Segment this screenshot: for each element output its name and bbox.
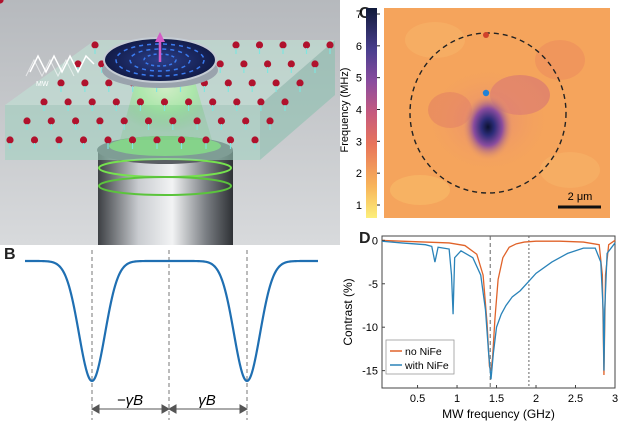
nv-center bbox=[6, 136, 14, 144]
series-line-no-nife bbox=[381, 239, 616, 375]
legend-entry: no NiFe bbox=[405, 346, 442, 358]
nv-center bbox=[104, 136, 112, 144]
series-line-with-nife bbox=[381, 240, 616, 380]
nv-center bbox=[232, 41, 240, 49]
nv-center bbox=[272, 79, 280, 87]
panel-d-chart: 0.5 1 1.5 2 2.5 3 0 -5 -10 -15 MW frequency (GHz… bbox=[341, 235, 618, 421]
colorbar-tick-label: 1 bbox=[356, 200, 362, 212]
nv-center bbox=[47, 117, 55, 125]
colorbar-tick-label: 2 bbox=[356, 168, 362, 180]
x-tick-label: 1.5 bbox=[489, 393, 504, 405]
nv-center bbox=[55, 136, 63, 144]
nv-center bbox=[72, 117, 80, 125]
nv-lattice bbox=[0, 0, 4, 4]
x-tick-label: 2.5 bbox=[568, 393, 583, 405]
red-dot bbox=[483, 32, 489, 38]
nv-center bbox=[177, 136, 186, 144]
nv-center bbox=[264, 60, 272, 68]
y-tick-label: 0 bbox=[372, 235, 378, 247]
nv-center bbox=[160, 98, 169, 106]
panel-label-d: D bbox=[359, 230, 371, 247]
nv-center bbox=[302, 41, 311, 49]
nv-center bbox=[23, 117, 31, 125]
colorbar-tick-label: 3 bbox=[356, 136, 362, 148]
nv-center bbox=[255, 41, 264, 49]
blue-dot bbox=[482, 89, 490, 97]
nv-center bbox=[128, 136, 137, 144]
panel-a-illustration: MW bbox=[0, 0, 340, 245]
x-tick-label: 2 bbox=[533, 393, 539, 405]
y-tick-label: -15 bbox=[362, 366, 378, 378]
colorbar-ticks: 1 2 3 4 5 6 7 bbox=[356, 9, 380, 212]
nv-center bbox=[202, 136, 210, 144]
label-minus-gamma-b: −γB bbox=[117, 392, 143, 409]
nv-center bbox=[144, 117, 153, 125]
nv-center bbox=[257, 98, 265, 106]
nv-center bbox=[169, 117, 177, 125]
nv-center bbox=[240, 60, 248, 68]
nv-center bbox=[209, 98, 217, 106]
nv-center bbox=[216, 60, 224, 68]
nv-center bbox=[96, 117, 104, 125]
x-tick-label: 3 bbox=[612, 393, 618, 405]
nv-center bbox=[64, 98, 72, 106]
scale-bar-label: 2 μm bbox=[568, 191, 593, 203]
colorbar-tick-label: 7 bbox=[356, 9, 362, 21]
nv-center bbox=[112, 98, 120, 106]
nv-center bbox=[120, 117, 128, 125]
nv-center bbox=[105, 79, 113, 87]
y-axis-label: Contrast (%) bbox=[341, 278, 355, 345]
nv-center bbox=[57, 79, 65, 87]
nv-center bbox=[326, 41, 334, 49]
nv-center bbox=[74, 60, 82, 68]
x-tick-label: 1 bbox=[454, 393, 460, 405]
nv-center bbox=[30, 136, 39, 144]
legend: no NiFe with NiFe bbox=[385, 339, 455, 375]
nv-center bbox=[185, 98, 193, 106]
nv-center bbox=[224, 79, 232, 87]
x-tick-label: 0.5 bbox=[410, 393, 425, 405]
nv-center bbox=[91, 41, 99, 49]
legend-entry: with NiFe bbox=[404, 360, 449, 372]
panel-b-diagram: −γB γB bbox=[25, 250, 318, 420]
plot-frame bbox=[381, 235, 616, 389]
nv-center bbox=[279, 41, 287, 49]
colorbar bbox=[366, 8, 377, 218]
nv-center bbox=[233, 98, 241, 106]
panel-c-map: 1 2 3 4 5 6 7 Frequency (MHz) 2 μm bbox=[340, 8, 610, 218]
y-tick-label: -10 bbox=[362, 322, 378, 334]
nv-center bbox=[217, 117, 225, 125]
nv-center bbox=[242, 117, 250, 125]
colorbar-tick-label: 4 bbox=[356, 105, 362, 117]
nv-center bbox=[40, 98, 48, 106]
colorbar-tick-label: 6 bbox=[356, 41, 362, 53]
panel-label-c: C bbox=[359, 5, 371, 22]
microwave-wave bbox=[29, 54, 95, 74]
x-axis-label: MW frequency (GHz) bbox=[442, 407, 555, 421]
nv-center bbox=[311, 60, 319, 68]
y-tick-label: -5 bbox=[368, 279, 378, 291]
odmr-curve bbox=[25, 259, 318, 383]
nv-center bbox=[81, 79, 89, 87]
nv-center bbox=[248, 79, 256, 87]
nv-center bbox=[287, 60, 295, 68]
nv-center bbox=[266, 117, 274, 125]
nv-center bbox=[296, 79, 304, 87]
colorbar-label: Frequency (MHz) bbox=[340, 68, 351, 153]
mw-label: MW bbox=[36, 81, 49, 88]
panel-label-b: B bbox=[4, 246, 16, 263]
nv-center bbox=[79, 136, 88, 144]
colorbar-tick-label: 5 bbox=[356, 73, 362, 85]
objective-lens bbox=[98, 150, 233, 245]
nv-center bbox=[88, 98, 96, 106]
vortex-core-spot bbox=[462, 93, 514, 161]
nv-center bbox=[281, 98, 289, 106]
nv-center bbox=[153, 136, 161, 144]
nv-center bbox=[136, 98, 144, 106]
nv-center bbox=[226, 136, 235, 144]
label-gamma-b: γB bbox=[198, 392, 216, 409]
nv-center bbox=[251, 136, 259, 144]
nv-center bbox=[193, 117, 201, 125]
